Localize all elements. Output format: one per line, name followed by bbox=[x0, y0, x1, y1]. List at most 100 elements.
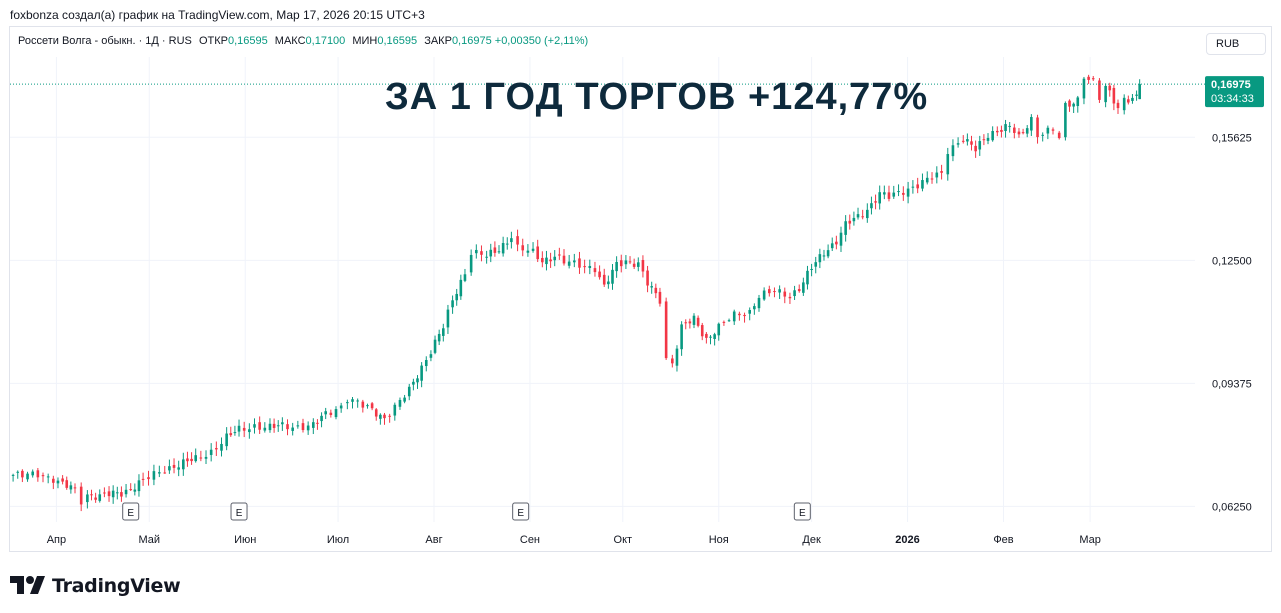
candle-body bbox=[688, 321, 692, 324]
candle-body bbox=[115, 492, 119, 494]
candle-body bbox=[991, 131, 994, 141]
earnings-marker-label: E bbox=[236, 508, 243, 519]
candle-body bbox=[383, 414, 386, 419]
candle-body bbox=[31, 471, 34, 476]
candle-body bbox=[814, 262, 818, 267]
candle-body bbox=[773, 291, 776, 293]
symbol-legend[interactable]: Россети Волга - обыкн. · 1Д · RUS ОТКР0,… bbox=[18, 35, 588, 47]
candle-body bbox=[1104, 85, 1107, 103]
candle-body bbox=[583, 266, 586, 268]
candle-body bbox=[762, 290, 766, 300]
candle-body bbox=[848, 220, 852, 224]
legend-change: +0,00350 (+2,11%) bbox=[494, 35, 589, 47]
chart-frame[interactable] bbox=[9, 26, 1272, 552]
candle-body bbox=[921, 180, 924, 189]
candle-body bbox=[158, 472, 161, 474]
candle-body bbox=[810, 268, 813, 270]
candle-body bbox=[194, 455, 197, 462]
candle-body bbox=[757, 297, 761, 309]
candle-body bbox=[129, 489, 133, 491]
candle-body bbox=[588, 265, 592, 269]
candle-body bbox=[974, 145, 977, 152]
legend-symbol: Россети Волга - обыкн. · 1Д · RUS bbox=[18, 35, 192, 47]
legend-open-label: ОТКР bbox=[198, 35, 228, 47]
candle-body bbox=[717, 323, 721, 336]
candle-body bbox=[163, 472, 167, 474]
candle-body bbox=[1072, 103, 1075, 107]
candle-body bbox=[705, 333, 708, 338]
legend-open-value: 0,16595 bbox=[227, 35, 268, 47]
tradingview-brand: TradingView bbox=[52, 575, 181, 597]
candle-body bbox=[573, 260, 576, 263]
currency-button[interactable]: RUB bbox=[1206, 33, 1266, 55]
candle-body bbox=[598, 271, 601, 278]
x-tick-label: Апр bbox=[47, 534, 66, 546]
candle-body bbox=[441, 328, 445, 336]
x-tick-label: Июл bbox=[327, 534, 349, 546]
candle-body bbox=[172, 464, 176, 468]
headline-text: ЗА 1 ГОД ТОРГОВ +124,77% bbox=[385, 76, 929, 118]
candle-body bbox=[911, 186, 915, 188]
candle-body bbox=[526, 250, 530, 253]
candle-body bbox=[220, 443, 223, 451]
candle-body bbox=[641, 260, 645, 272]
candle-body bbox=[1087, 76, 1090, 80]
candle-body bbox=[1131, 97, 1134, 101]
candle-body bbox=[1068, 100, 1071, 107]
candle-body bbox=[168, 466, 171, 471]
candle-body bbox=[475, 249, 478, 254]
candle-body bbox=[664, 301, 668, 359]
candle-body bbox=[505, 243, 509, 245]
candle-body bbox=[902, 192, 905, 195]
candle-body bbox=[897, 191, 900, 193]
author-line: foxbonza создал(а) график на TradingView… bbox=[10, 8, 425, 22]
candle-body bbox=[320, 415, 323, 422]
candle-body bbox=[103, 492, 106, 494]
candle-body bbox=[276, 425, 280, 427]
candle-body bbox=[709, 336, 712, 338]
candle-body bbox=[628, 261, 632, 263]
candle-body bbox=[839, 232, 843, 246]
candle-body bbox=[713, 334, 716, 339]
legend-low-value: 0,16595 bbox=[377, 35, 418, 47]
candle-body bbox=[822, 255, 826, 257]
candle-body bbox=[1112, 87, 1116, 104]
candle-body bbox=[892, 192, 896, 197]
candle-body bbox=[844, 221, 847, 235]
candle-body bbox=[86, 494, 89, 503]
candle-body bbox=[291, 427, 294, 431]
candle-body bbox=[61, 478, 64, 482]
candle-body bbox=[680, 324, 683, 350]
candle-body bbox=[567, 261, 571, 266]
candle-body bbox=[727, 320, 731, 322]
candle-body bbox=[316, 422, 319, 424]
earnings-marker bbox=[512, 502, 530, 521]
candle-body bbox=[79, 486, 83, 505]
candle-body bbox=[966, 139, 969, 142]
candle-body bbox=[1098, 80, 1101, 100]
candle-body bbox=[141, 478, 145, 480]
candle-body bbox=[906, 188, 910, 197]
candle-body bbox=[549, 259, 552, 262]
candle-body bbox=[420, 365, 423, 381]
x-tick-label: Май bbox=[138, 534, 160, 546]
tradingview-logo-icon bbox=[10, 576, 45, 594]
y-tick-label: 0,12500 bbox=[1212, 255, 1252, 267]
candle-body bbox=[650, 286, 653, 288]
candle-body bbox=[339, 405, 343, 409]
candle-body bbox=[852, 217, 856, 222]
candle-body bbox=[463, 274, 467, 281]
candle-body bbox=[1108, 85, 1112, 91]
tradingview-logo[interactable]: TradingView bbox=[10, 572, 181, 600]
candle-body bbox=[446, 309, 450, 328]
candle-body bbox=[1082, 78, 1086, 99]
candle-body bbox=[124, 489, 128, 495]
candle-body bbox=[611, 269, 614, 284]
x-tick-label: Июн bbox=[234, 534, 256, 546]
candle-body bbox=[883, 192, 886, 195]
candle-body bbox=[190, 458, 193, 462]
candle-body bbox=[748, 309, 752, 314]
candle-body bbox=[177, 467, 180, 470]
candle-body bbox=[416, 378, 419, 383]
